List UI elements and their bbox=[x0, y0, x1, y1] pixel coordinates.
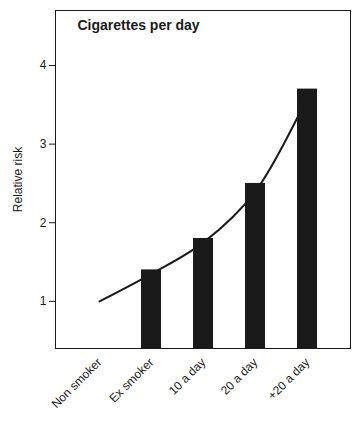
svg-text:Non smoker: Non smoker bbox=[49, 355, 105, 411]
svg-text:1: 1 bbox=[40, 294, 47, 308]
svg-text:Relative risk: Relative risk bbox=[11, 146, 25, 212]
svg-text:Ex smoker: Ex smoker bbox=[106, 355, 156, 405]
svg-text:20 a day: 20 a day bbox=[218, 355, 260, 397]
svg-text:2: 2 bbox=[40, 216, 47, 230]
svg-text:+20 a day: +20 a day bbox=[265, 355, 312, 402]
svg-text:Cigarettes per day: Cigarettes per day bbox=[78, 17, 200, 33]
svg-text:10 a day: 10 a day bbox=[166, 355, 208, 397]
svg-text:3: 3 bbox=[40, 137, 47, 151]
svg-text:4: 4 bbox=[40, 58, 47, 72]
